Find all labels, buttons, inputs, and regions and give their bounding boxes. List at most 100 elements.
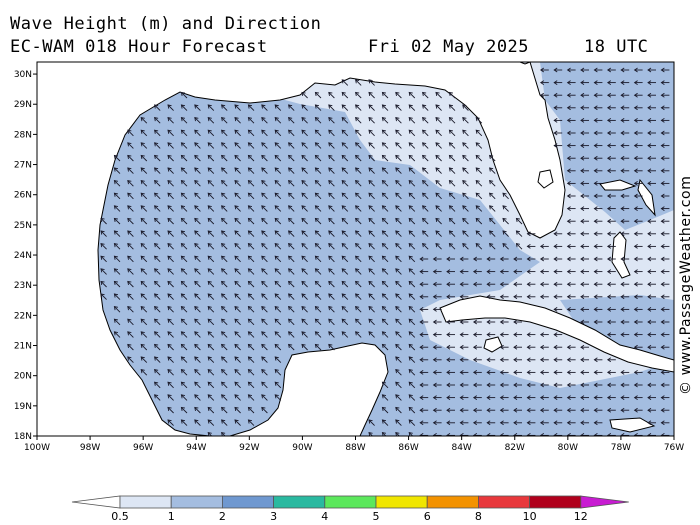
wave-arrow-head [113, 243, 119, 248]
wave-arrow-head [261, 369, 266, 374]
wave-arrow-head [566, 193, 571, 199]
wave-arrow [341, 129, 349, 137]
wave-arrow-head [194, 129, 199, 134]
sea-moderate-waves [37, 88, 674, 436]
wave-arrow-head [234, 406, 239, 412]
wave-arrow-head [234, 306, 239, 311]
wave-arrow-head [314, 306, 320, 311]
wave-arrow-head [221, 192, 226, 197]
wave-arrow [489, 192, 496, 200]
wave-arrow [315, 268, 322, 275]
wave-arrow [234, 243, 241, 250]
wave-arrow [274, 167, 282, 174]
wave-arrow [221, 394, 228, 401]
wave-arrow-head [328, 255, 333, 260]
wave-arrow-head [381, 104, 387, 109]
wave-arrow [315, 255, 322, 263]
wave-arrow [167, 419, 174, 426]
wave-arrow [341, 167, 349, 174]
wave-arrow-head [633, 80, 638, 85]
wave-arrow [114, 306, 121, 313]
wave-arrow [315, 92, 322, 99]
wave-arrow [181, 230, 188, 237]
wave-arrow-head [580, 168, 585, 174]
wave-arrow-head [633, 332, 638, 337]
wave-arrow-head [472, 256, 478, 262]
wave-arrow [301, 129, 308, 137]
wave-arrow [489, 205, 496, 212]
wave-arrow-head [580, 130, 585, 136]
wave-arrow-head [314, 343, 320, 349]
wave-arrow-head [395, 167, 400, 172]
wave-arrow-head [314, 293, 320, 298]
wave-arrow-head [368, 230, 373, 235]
wave-arrow-head [328, 104, 333, 109]
wave-arrow [395, 381, 402, 389]
wave-arrow-head [381, 306, 387, 311]
wave-arrow-head [207, 243, 212, 248]
wave-arrow-head [526, 231, 531, 237]
wave-arrow [234, 117, 241, 124]
wave-arrow-head [475, 154, 480, 160]
wave-arrow-head [408, 343, 413, 349]
wave-arrow [234, 394, 241, 401]
wave-arrow-head [341, 117, 346, 122]
wave-arrow-head [593, 281, 598, 287]
wave-arrow-head [274, 142, 279, 147]
forecast-date: Fri 02 May 2025 [368, 37, 530, 57]
wave-arrow-head [234, 255, 239, 260]
wave-arrow [207, 142, 215, 149]
wave-arrow-head [408, 142, 413, 147]
wave-arrow [207, 369, 215, 376]
wave-arrow-head [261, 230, 266, 235]
wave-arrow-head [274, 217, 279, 223]
wave-arrow-head [647, 256, 652, 262]
lon-tick-label: 90W [292, 443, 312, 453]
wave-arrow-head [194, 205, 199, 210]
wave-arrow-head [261, 394, 266, 399]
wave-arrow-head [395, 154, 400, 160]
wave-arrow [167, 192, 174, 200]
wave-arrow-head [100, 268, 105, 273]
wave-arrow-head [194, 255, 199, 260]
wave-arrow-head [606, 130, 612, 136]
wave-arrow-head [432, 294, 437, 300]
lon-tick-label: 76W [664, 443, 684, 453]
wave-arrow [207, 230, 215, 237]
wave-arrow-head [432, 344, 437, 350]
wave-arrow-head [113, 154, 119, 160]
wave-arrow [234, 306, 241, 313]
wave-arrow [395, 205, 402, 212]
wave-arrow [248, 243, 255, 250]
wave-arrow [328, 318, 335, 326]
wave-arrow-head [580, 155, 585, 161]
wave-arrow-head [247, 394, 253, 399]
wave-arrow-head [606, 67, 612, 73]
wave-arrow [274, 180, 282, 187]
wave-arrow [207, 268, 215, 275]
wave-arrow [395, 117, 402, 124]
forecast-time: 18 UTC [584, 37, 649, 57]
wave-arrow [355, 331, 362, 338]
wave-arrow-head [207, 268, 212, 273]
wave-arrow-head [368, 419, 373, 424]
wave-arrow [194, 369, 201, 376]
wave-arrow-head [261, 154, 266, 160]
wave-arrow [140, 129, 148, 137]
wave-arrow [288, 230, 295, 237]
wave-arrow-head [408, 419, 413, 424]
wave-arrow-head [422, 243, 427, 248]
wave-arrow-head [301, 217, 306, 223]
wave-arrow-head [328, 205, 333, 210]
wave-arrow [408, 155, 416, 162]
wave-arrow-head [660, 269, 665, 274]
wave-arrow [194, 192, 201, 200]
wave-arrow-head [140, 243, 145, 248]
wave-arrow-head [459, 281, 464, 287]
wave-arrow-head [502, 217, 507, 223]
land-bahamas [611, 231, 631, 279]
wave-arrow-head [274, 205, 279, 210]
wave-arrow [114, 155, 121, 162]
wave-arrow-head [660, 370, 665, 375]
wave-arrow-head [432, 256, 437, 262]
